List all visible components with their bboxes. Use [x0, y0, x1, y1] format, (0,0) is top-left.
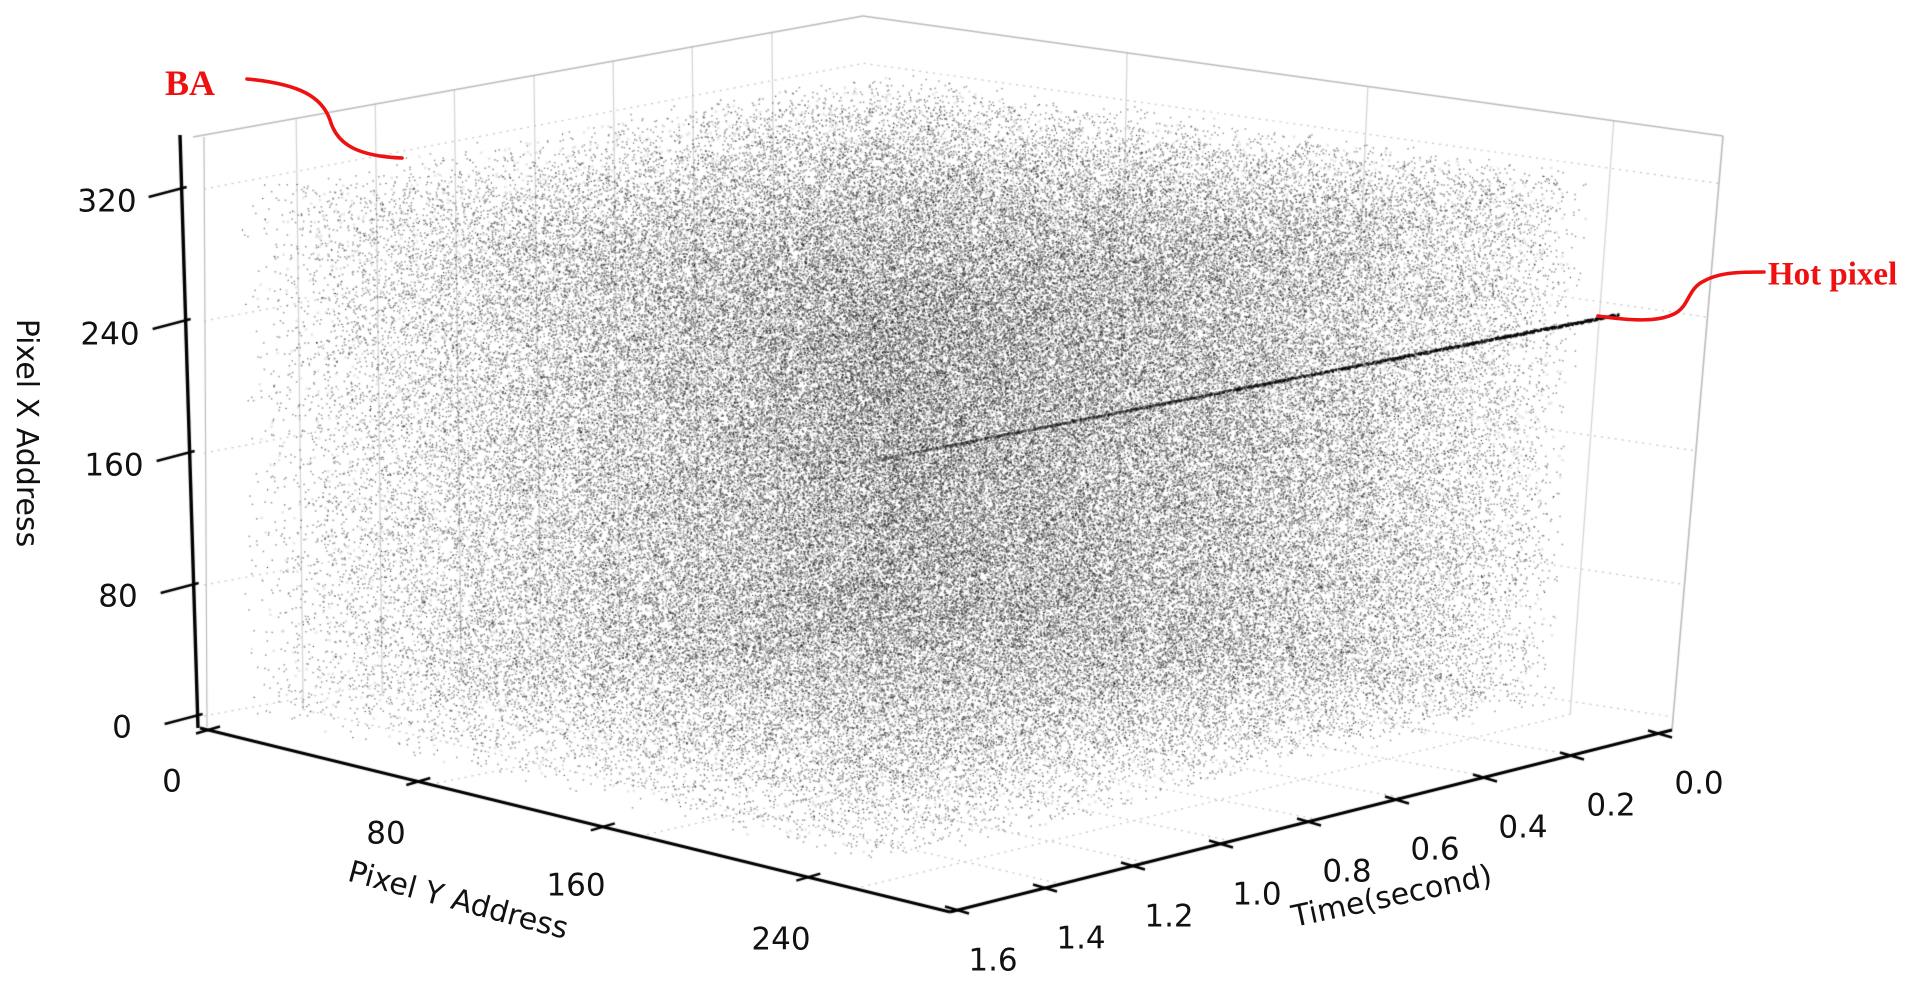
time-tick-label: 0.6	[1410, 831, 1460, 868]
ba-annotation-text: BA	[164, 63, 216, 103]
pixel-x-tick-label: 80	[98, 578, 138, 615]
hot-pixel-annotation-text: Hot pixel	[1768, 256, 1898, 293]
time-tick-label: 0.0	[1674, 765, 1724, 802]
pixel-y-tick-label: 0	[162, 763, 182, 800]
pixel-y-tick-label: 80	[366, 815, 406, 852]
time-tick-label: 1.2	[1144, 898, 1194, 935]
time-tick-label: 1.6	[968, 942, 1018, 979]
time-tick-label: 0.8	[1322, 853, 1372, 890]
time-tick-label: 0.4	[1498, 809, 1548, 846]
axis-label-pixel-x: Pixel X Address	[9, 318, 44, 548]
pixel-y-tick-label: 240	[751, 921, 811, 958]
pixel-y-tick-label: 160	[546, 867, 606, 904]
pixel-x-tick-label: 160	[84, 447, 144, 484]
time-tick-label: 1.0	[1232, 876, 1282, 913]
time-tick-label: 0.2	[1586, 787, 1636, 824]
time-tick-label: 1.4	[1056, 920, 1106, 957]
pixel-x-tick-label: 320	[77, 183, 137, 220]
pixel-x-tick-label: 0	[112, 709, 132, 746]
pixel-x-tick-label: 240	[80, 316, 140, 353]
